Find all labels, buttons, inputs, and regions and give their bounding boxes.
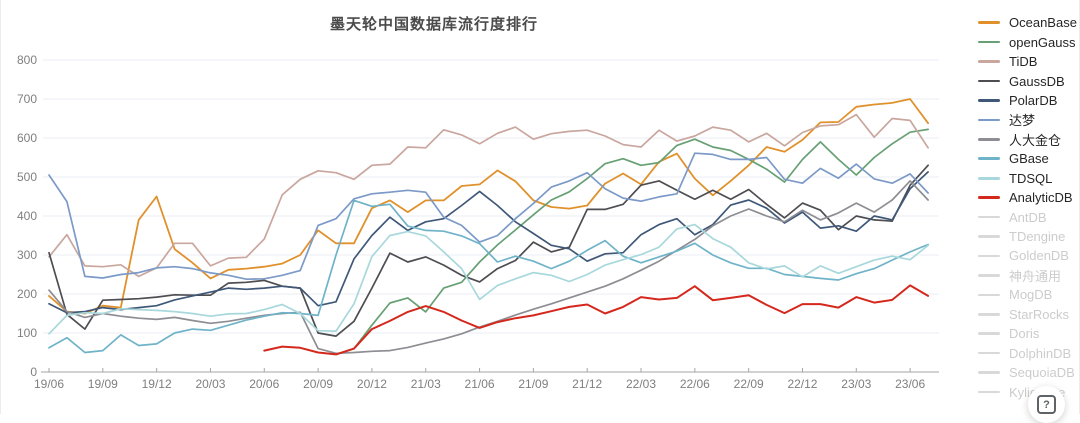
legend-label: SequoiaDB	[1009, 365, 1075, 381]
legend-label: DolphinDB	[1009, 345, 1072, 361]
legend-swatch	[978, 351, 1000, 355]
question-mark-icon: ?	[1037, 395, 1056, 414]
y-axis-label: 100	[17, 326, 37, 340]
series-line-OceanBase	[48, 98, 929, 315]
x-axis-label: 21/12	[572, 377, 602, 391]
page-title: 墨天轮中国数据库流行度排行	[329, 16, 538, 33]
legend-swatch	[978, 118, 1000, 122]
legend-swatch	[978, 235, 1000, 238]
legend-item-AnalyticDB[interactable]: AnalyticDB	[978, 188, 1077, 207]
x-axis-label: 19/12	[142, 377, 172, 391]
x-axis-label: 22/03	[626, 377, 656, 391]
x-axis-label: 22/12	[787, 377, 817, 391]
x-axis-label: 20/03	[195, 377, 225, 391]
legend-swatch	[978, 79, 1000, 83]
x-axis-label: 22/06	[680, 377, 710, 391]
legend-item-人大金仓[interactable]: 人大金仓	[978, 130, 1077, 149]
legend-swatch	[978, 293, 1000, 297]
popularity-line-chart: 0 100 200 300 400 500 600 700 800 19/06 19/09 19/12…	[17, 53, 939, 391]
legend-label: TDengine	[1009, 229, 1066, 245]
legend-swatch	[978, 99, 1000, 102]
legend-label: 神舟通用	[1009, 268, 1062, 284]
legend-item-TiDB[interactable]: TiDB	[978, 52, 1077, 71]
series-line-openGauss	[335, 128, 929, 356]
legend-item-Doris[interactable]: Doris	[978, 324, 1077, 343]
x-axis-label: 20/06	[249, 377, 279, 391]
legend-swatch	[978, 390, 1000, 394]
x-axis-label: 22/09	[734, 377, 764, 391]
legend-swatch	[978, 371, 1000, 374]
legend-label: AntDB	[1009, 209, 1047, 225]
x-axis-label: 23/06	[895, 377, 925, 391]
legend-swatch	[978, 196, 1000, 199]
legend-label: openGauss	[1009, 34, 1076, 50]
legend-swatch	[978, 40, 1000, 44]
legend-label: AnalyticDB	[1009, 190, 1073, 206]
legend-label: GBase	[1009, 151, 1049, 167]
legend: OceanBase openGauss TiDB GaussDB PolarDB 达梦人大…	[978, 13, 1077, 402]
legend-swatch	[978, 138, 1000, 141]
y-axis-label: 200	[17, 287, 37, 301]
series-line-GaussDB	[48, 164, 929, 337]
x-axis-label: 20/12	[357, 377, 387, 391]
y-axis-label: 300	[17, 248, 37, 262]
legend-item-openGauss[interactable]: openGauss	[978, 32, 1077, 51]
y-axis-label: 700	[17, 92, 37, 106]
legend-item-神舟通用[interactable]: 神舟通用	[978, 266, 1077, 285]
legend-label: 人大金仓	[1009, 132, 1062, 148]
y-axis-label: 800	[17, 53, 37, 67]
y-axis-label: 400	[17, 209, 37, 223]
legend-label: PolarDB	[1009, 92, 1058, 108]
legend-label: OceanBase	[1009, 15, 1077, 31]
legend-item-OceanBase[interactable]: OceanBase	[978, 13, 1077, 32]
x-axis-label: 19/09	[88, 377, 118, 391]
legend-item-DolphinDB[interactable]: DolphinDB	[978, 343, 1077, 362]
legend-swatch	[978, 274, 1000, 277]
legend-label: TDSQL	[1009, 170, 1053, 186]
legend-item-达梦[interactable]: 达梦	[978, 110, 1077, 129]
legend-item-GaussDB[interactable]: GaussDB	[978, 71, 1077, 90]
help-button[interactable]: ?	[1028, 386, 1065, 423]
x-axis-label: 20/09	[303, 377, 333, 391]
series-line-达梦	[48, 152, 929, 281]
x-axis-label: 21/06	[465, 377, 495, 391]
legend-swatch	[978, 332, 1000, 336]
y-axis-label: 0	[30, 365, 37, 379]
legend-label: GaussDB	[1009, 73, 1065, 89]
y-axis-label: 600	[17, 131, 37, 145]
legend-label: GoldenDB	[1009, 248, 1069, 264]
legend-swatch	[978, 215, 1000, 219]
legend-swatch	[978, 60, 1000, 63]
legend-label: MogDB	[1009, 287, 1053, 303]
legend-swatch	[978, 176, 1000, 180]
series-line-TiDB	[48, 113, 929, 278]
legend-item-GoldenDB[interactable]: GoldenDB	[978, 246, 1077, 265]
series-line-GBase	[48, 199, 929, 354]
x-axis-label: 19/06	[34, 377, 64, 391]
legend-swatch	[978, 157, 1000, 161]
legend-label: StarRocks	[1009, 306, 1069, 322]
legend-swatch	[978, 312, 1000, 316]
legend-item-TDengine[interactable]: TDengine	[978, 227, 1077, 246]
legend-item-AntDB[interactable]: AntDB	[978, 207, 1077, 226]
series-line-AnalyticDB	[263, 284, 930, 356]
legend-item-PolarDB[interactable]: PolarDB	[978, 91, 1077, 110]
legend-label: Doris	[1009, 326, 1040, 342]
x-axis-label: 23/03	[841, 377, 871, 391]
x-axis-label: 21/09	[518, 377, 548, 391]
legend-item-SequoiaDB[interactable]: SequoiaDB	[978, 363, 1077, 382]
y-axis-label: 500	[17, 170, 37, 184]
legend-item-TDSQL[interactable]: TDSQL	[978, 169, 1077, 188]
x-axis-label: 21/03	[411, 377, 441, 391]
legend-swatch	[978, 254, 1000, 258]
legend-item-GBase[interactable]: GBase	[978, 149, 1077, 168]
legend-item-StarRocks[interactable]: StarRocks	[978, 305, 1077, 324]
legend-label: TiDB	[1009, 54, 1038, 70]
legend-swatch	[978, 21, 1000, 25]
legend-label: 达梦	[1009, 113, 1036, 129]
series-line-TDSQL	[48, 223, 929, 335]
legend-item-MogDB[interactable]: MogDB	[978, 285, 1077, 304]
